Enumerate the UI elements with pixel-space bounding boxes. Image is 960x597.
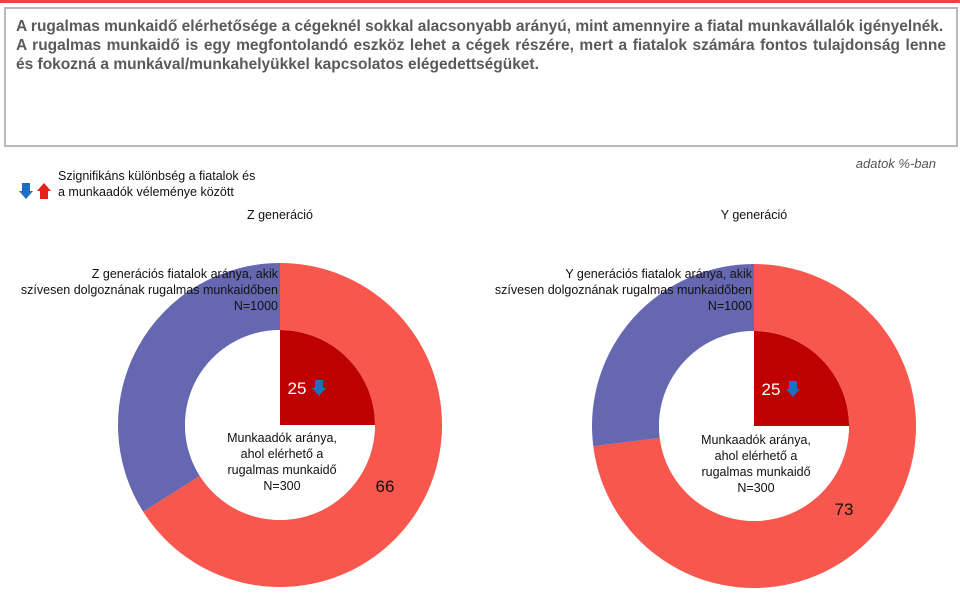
header-textbox: A rugalmas munkaidő elérhetősége a cégek… <box>4 7 958 147</box>
inner-pie-value-slice <box>280 330 375 425</box>
accent-top-line <box>0 0 960 3</box>
significance-down-icon <box>785 381 800 398</box>
legend-arrows <box>18 182 52 200</box>
unit-note: adatok %-ban <box>855 156 936 171</box>
arrow-down-icon <box>19 183 33 199</box>
chart-title: Y generáció <box>721 208 788 222</box>
donut-chart-1: Z generáció Z generációs fiatalok aránya,… <box>21 208 442 588</box>
outer-ring-rest-slice <box>592 264 754 447</box>
legend-text: Szignifikáns különbség a fiatalok és a m… <box>58 169 256 199</box>
donut-chart-2: Y generáció Y generációs fiatalok aránya,… <box>495 208 916 588</box>
inner-value-label: 25 <box>761 380 780 399</box>
significance-down-icon <box>311 380 326 397</box>
significance-legend: Szignifikáns különbség a fiatalok és a m… <box>18 168 258 200</box>
outer-series-label: Z generációs fiatalok aránya, akik szíves… <box>21 267 279 313</box>
header-line-2: A rugalmas munkaidő is egy megfontolandó… <box>16 37 946 73</box>
outer-ring-value-slice <box>143 263 442 588</box>
chart-title: Z generáció <box>247 208 313 222</box>
header-line-1: A rugalmas munkaidő elérhetősége a cégek… <box>16 18 944 35</box>
outer-value-label: 73 <box>835 500 854 519</box>
inner-series-label: Munkaadók aránya, ahol elérhető a rugalmas… <box>701 433 811 495</box>
outer-series-label: Y generációs fiatalok aránya, akik szíves… <box>495 267 753 313</box>
inner-pie-value-slice <box>754 331 849 426</box>
inner-value-label: 25 <box>287 379 306 398</box>
arrow-up-icon <box>37 183 51 199</box>
outer-value-label: 66 <box>376 477 395 496</box>
outer-ring-rest-slice <box>118 263 281 512</box>
inner-series-label: Munkaadók aránya, ahol elérhető a rugalmas… <box>227 431 337 493</box>
outer-ring-value-slice <box>593 264 916 588</box>
